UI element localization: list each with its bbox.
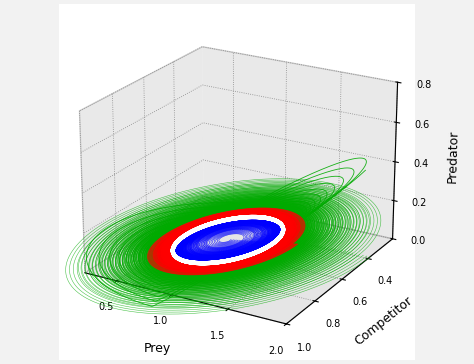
X-axis label: Prey: Prey (144, 342, 172, 355)
Y-axis label: Competitor: Competitor (352, 294, 415, 348)
